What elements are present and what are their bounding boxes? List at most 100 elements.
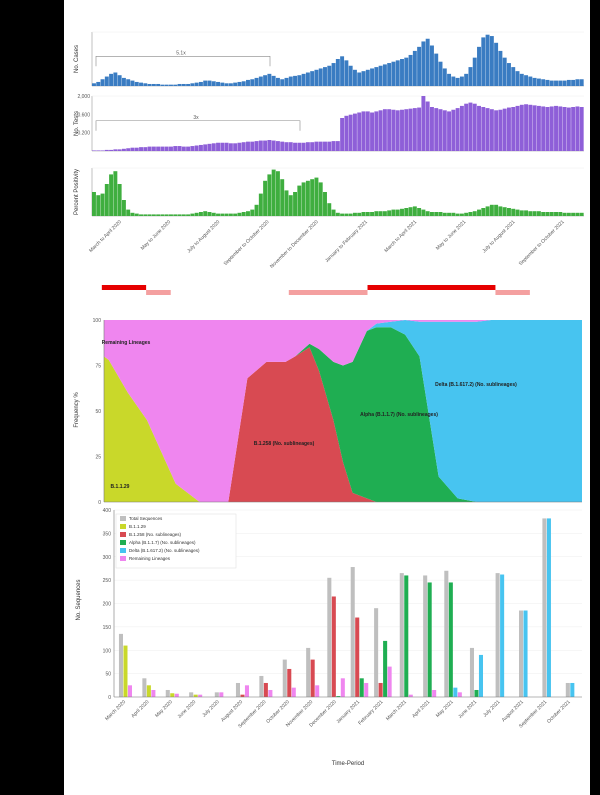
seq-bar-remaining <box>198 694 203 697</box>
seq-x-tick-label: June 2020 <box>177 699 198 720</box>
area-series-3 <box>104 320 582 502</box>
positivity-bar <box>477 209 481 216</box>
positivity-bar <box>331 209 336 216</box>
cases-bar <box>331 63 336 86</box>
cases-fold-label: 5.1x <box>176 50 186 56</box>
positivity-bar <box>143 214 148 216</box>
cases-fold-bracket <box>95 56 271 67</box>
positivity-bar <box>233 213 238 216</box>
positivity-bar <box>374 211 379 216</box>
cases-bar <box>417 46 422 86</box>
tests-bar <box>216 142 221 151</box>
positivity-bar <box>494 204 499 216</box>
positivity-bar <box>571 212 576 216</box>
seq-x-tick-label: October 2021 <box>546 699 572 725</box>
tests-bar <box>477 105 481 151</box>
positivity-bar <box>425 211 430 216</box>
tests-bar <box>121 148 126 151</box>
tests-bar <box>233 143 238 151</box>
cases-bar <box>147 83 152 86</box>
positivity-bar <box>121 200 126 216</box>
seq-bar-b1_258 <box>263 682 268 697</box>
seq-bar-b1_1_29 <box>146 685 151 697</box>
tests-bar <box>404 109 409 151</box>
positivity-bar <box>228 213 233 216</box>
cases-bar <box>524 75 529 86</box>
cases-bar <box>412 50 417 86</box>
seq-bar-remaining <box>174 693 179 697</box>
tests-bar <box>566 107 571 151</box>
area-series-label: B.1.258 (No. sublineages) <box>254 441 315 447</box>
positivity-bar <box>130 212 135 216</box>
tests-bar <box>575 106 580 151</box>
positivity-bar <box>100 193 105 216</box>
cases-y-label: No. Cases <box>74 45 80 73</box>
tests-bar <box>442 110 447 151</box>
tests-bar <box>391 109 396 151</box>
positivity-bar <box>314 177 319 216</box>
seq-x-tick-label: May 2020 <box>154 699 174 719</box>
tests-bar <box>310 142 315 151</box>
tests-bar <box>301 142 306 151</box>
positivity-bar <box>301 182 306 216</box>
tests-bar <box>459 105 464 151</box>
cases-bar <box>177 83 182 86</box>
cases-bar <box>237 81 242 86</box>
tests-bar <box>109 149 114 151</box>
seq-bar-b1_1_29 <box>123 645 128 697</box>
positivity-bar <box>335 212 340 216</box>
tests-bar <box>96 150 101 151</box>
positivity-bar <box>173 214 178 216</box>
month-tick-label: July to August 2020 <box>186 219 221 254</box>
cases-bar <box>96 81 101 86</box>
positivity-bar <box>365 212 370 216</box>
tests-bar <box>447 111 452 151</box>
seq-bar-total <box>189 692 194 697</box>
positivity-bar <box>361 212 366 216</box>
month-axis: March to April 2020 May to June 2020 July … <box>88 219 566 270</box>
positivity-bar <box>348 213 353 216</box>
positivity-bar <box>485 206 490 216</box>
cases-bar <box>327 65 332 86</box>
positivity-bar <box>536 211 541 216</box>
tests-bar <box>207 143 212 151</box>
cases-bar <box>297 75 302 86</box>
legend-label: Remaining Lineages <box>129 556 171 561</box>
tests-bar <box>579 107 584 151</box>
cases-bar <box>502 57 507 86</box>
cases-bar <box>549 80 554 86</box>
seq-bar-delta <box>523 610 528 697</box>
cases-bar <box>361 71 366 86</box>
positivity-bar <box>579 212 584 216</box>
tests-bar <box>151 146 156 151</box>
cases-bar <box>485 34 490 86</box>
seq-y-tick-label: 200 <box>103 602 112 608</box>
month-tick-label: September to October 2020 <box>223 219 271 267</box>
seq-bar-remaining <box>127 685 132 697</box>
tests-bar <box>340 118 345 151</box>
positivity-bar <box>438 212 443 216</box>
tests-bar <box>438 109 443 151</box>
cases-bar <box>370 68 375 86</box>
seq-bar-remaining <box>151 689 156 697</box>
seq-bar-b1_258 <box>310 659 315 697</box>
positivity-bar <box>468 212 473 216</box>
positivity-bar <box>280 179 285 216</box>
area-series-label: Remaining Lineages <box>102 340 151 346</box>
seq-bar-alpha <box>448 582 453 697</box>
seq-bar-alpha <box>427 582 432 697</box>
tests-bar <box>284 142 289 151</box>
seq-bar-total <box>118 633 123 697</box>
tests-bar <box>536 105 541 151</box>
seq-bar-total <box>423 575 428 697</box>
positivity-bar <box>246 211 250 216</box>
positivity-bar <box>177 214 182 216</box>
cases-bar <box>545 79 550 86</box>
seq-bar-total <box>214 692 219 697</box>
seq-bar-total <box>542 518 547 697</box>
tests-bar <box>344 115 349 151</box>
tests-bar <box>417 107 422 151</box>
tests-bar <box>130 147 135 151</box>
